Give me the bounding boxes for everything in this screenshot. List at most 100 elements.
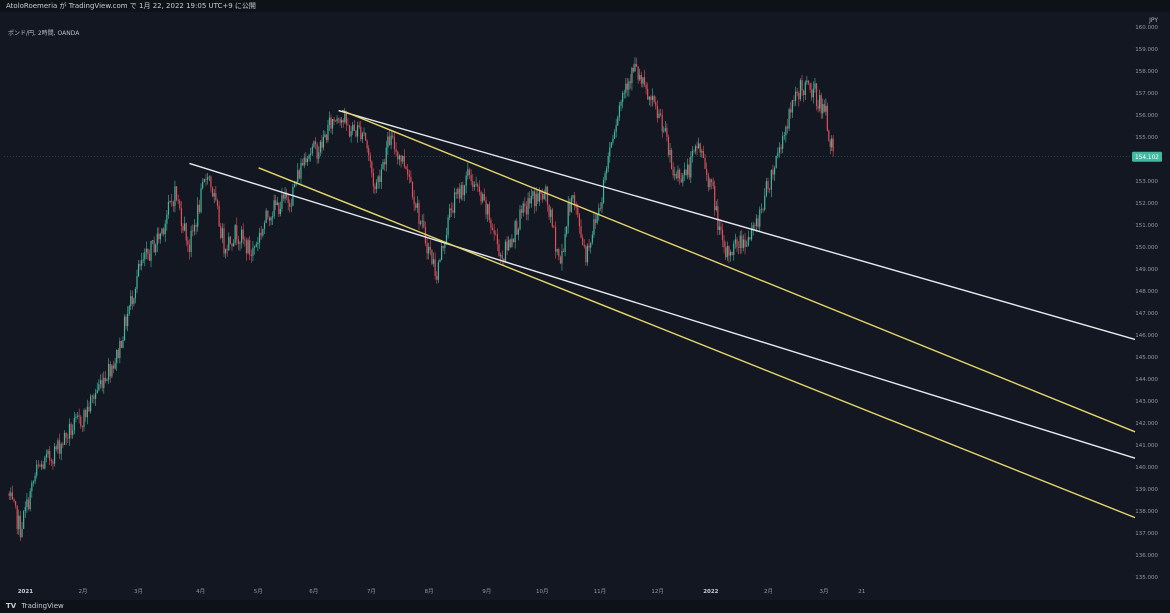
candle-body	[260, 232, 262, 236]
candle-body	[263, 223, 266, 229]
candle-body	[511, 238, 513, 248]
candle-body	[34, 475, 36, 482]
candle-body	[179, 200, 181, 209]
candle-body	[225, 249, 227, 254]
candle-body	[96, 390, 98, 394]
candle-body	[623, 92, 625, 94]
candle-body	[777, 152, 779, 157]
candle-body	[184, 223, 186, 231]
candle-body	[480, 191, 482, 202]
candle-body	[680, 178, 682, 183]
candle-body	[688, 164, 690, 178]
candle-body	[583, 244, 585, 247]
y-tick-label: 146.000	[1135, 333, 1158, 339]
candle-body	[556, 249, 558, 252]
candle-body	[279, 208, 281, 215]
candle-body	[310, 153, 312, 155]
candle-body	[175, 186, 178, 200]
candle-body	[388, 136, 391, 146]
candle-body	[215, 193, 217, 200]
candle-body	[23, 511, 25, 529]
candle-body	[108, 364, 110, 380]
candle-body	[200, 188, 202, 212]
y-tick-label: 139.000	[1135, 487, 1158, 493]
candle-body	[330, 117, 332, 129]
candle-body	[554, 227, 557, 252]
candle-body	[345, 113, 347, 125]
candle-body	[462, 185, 464, 196]
candle-body	[710, 179, 713, 182]
candle-body	[398, 155, 401, 160]
candle-body	[498, 244, 500, 257]
candle-body	[347, 124, 349, 126]
x-tick-label: 2月	[79, 588, 88, 595]
candle-body	[90, 396, 92, 412]
candle-body	[468, 169, 471, 176]
candle-body	[545, 186, 547, 194]
candle-body	[327, 124, 329, 141]
candle-body	[415, 204, 417, 208]
candle-body	[487, 204, 489, 215]
candle-body	[485, 200, 487, 215]
x-tick-label: 9月	[482, 588, 491, 595]
candle-body	[127, 313, 129, 326]
candle-body	[677, 169, 679, 179]
y-tick-label: 142.000	[1135, 421, 1158, 427]
x-tick-label: 2月	[764, 588, 773, 595]
candle-body	[133, 298, 135, 304]
candle-body	[93, 395, 95, 399]
candle-body	[148, 254, 151, 261]
candle-body	[44, 457, 46, 469]
candle-body	[814, 83, 816, 89]
candle-body	[390, 135, 392, 146]
candle-body	[714, 185, 716, 211]
candle-body	[161, 228, 163, 234]
candle-body	[452, 210, 454, 213]
candle-body	[318, 152, 320, 159]
chart-area[interactable]: JPY 160.000 159.000 158.000 157.000 156.000 15…	[0, 12, 1170, 600]
candle-body	[208, 176, 210, 178]
candle-body	[187, 240, 189, 245]
candle-body	[60, 443, 62, 454]
candle-body	[715, 206, 717, 211]
candle-body	[661, 115, 663, 132]
candle-body	[691, 150, 693, 157]
candle-body	[626, 83, 628, 90]
candle-body	[68, 423, 71, 439]
candle-body	[402, 155, 404, 162]
candle-body	[645, 85, 647, 89]
candle-body	[164, 223, 166, 235]
candle-body	[490, 219, 492, 228]
candle-body	[311, 147, 313, 154]
candle-body	[207, 177, 209, 180]
candle-body	[642, 77, 644, 84]
candle-body	[239, 242, 241, 244]
candle-body	[617, 117, 619, 126]
candle-body	[601, 202, 603, 209]
y-tick-label: 159.000	[1135, 47, 1158, 53]
symbol-label: ポンド/円, 2時間, OANDA	[8, 30, 80, 37]
y-tick-label: 143.000	[1135, 399, 1158, 405]
candle-body	[444, 243, 446, 248]
candle-body	[558, 249, 560, 257]
candle-body	[257, 242, 259, 245]
candle-body	[602, 179, 605, 203]
candle-body	[773, 167, 776, 175]
candle-body	[174, 186, 176, 207]
candle-body	[491, 227, 494, 231]
candle-body	[588, 245, 590, 248]
candle-body	[717, 206, 719, 230]
candle-body	[218, 205, 220, 227]
candle-body	[273, 200, 275, 217]
candle-body	[293, 184, 296, 187]
candle-body	[339, 119, 341, 123]
currency-label: JPY	[1148, 17, 1158, 24]
yellow-trendline	[341, 109, 1136, 433]
candle-body	[439, 259, 441, 263]
candle-body	[65, 432, 67, 438]
candle-body	[625, 83, 627, 93]
candle-body	[613, 131, 616, 139]
candle-body	[159, 233, 161, 240]
candle-body	[632, 67, 635, 72]
